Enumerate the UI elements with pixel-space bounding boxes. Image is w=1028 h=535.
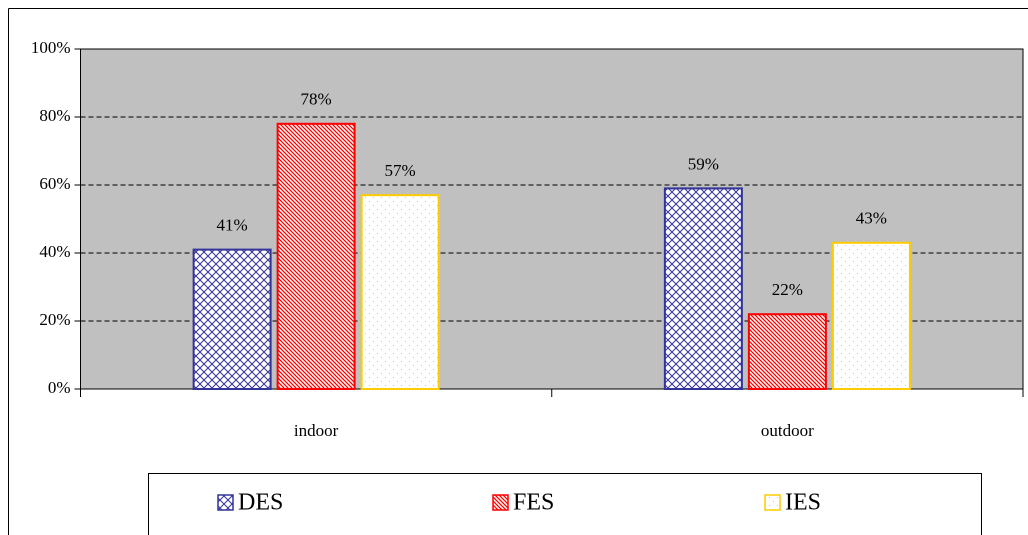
value-label: 59%: [688, 154, 719, 173]
legend-text: IES: [785, 490, 821, 516]
value-label: 22%: [772, 280, 803, 299]
legend-swatch: [492, 494, 509, 511]
bar: [663, 187, 743, 390]
legend-swatch: [217, 494, 234, 511]
y-tick-label: 0%: [48, 378, 71, 397]
y-tick-label: 80%: [39, 106, 70, 125]
y-tick-label: 100%: [31, 38, 71, 57]
bar: [747, 313, 827, 391]
x-tick-label: outdoor: [761, 421, 814, 440]
bar: [831, 241, 911, 390]
legend: [148, 473, 982, 535]
value-label: 57%: [385, 161, 416, 180]
y-tick-label: 60%: [39, 174, 70, 193]
bar: [192, 248, 272, 390]
legend-swatch: [764, 494, 781, 511]
value-label: 78%: [301, 90, 332, 109]
y-tick-label: 40%: [39, 242, 70, 261]
legend-text: FES: [513, 490, 554, 516]
bar: [360, 194, 440, 390]
value-label: 43%: [856, 209, 887, 228]
bar: [276, 122, 356, 391]
value-label: 41%: [217, 216, 248, 235]
y-tick-label: 20%: [39, 310, 70, 329]
legend-text: DES: [238, 490, 283, 516]
x-tick-label: indoor: [294, 421, 339, 440]
